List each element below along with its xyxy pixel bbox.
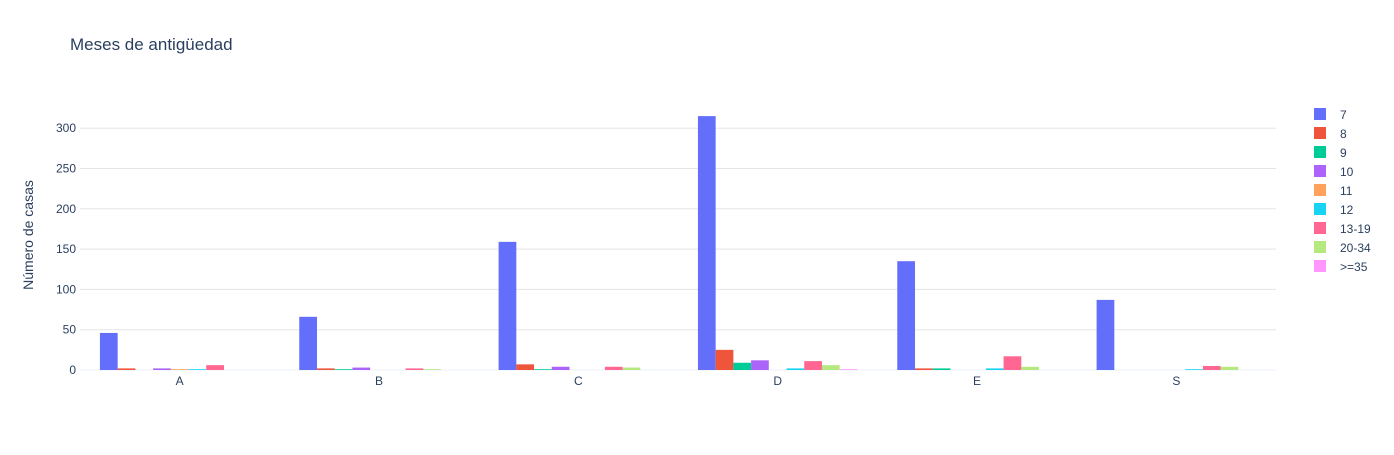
legend-swatch (1314, 241, 1326, 253)
y-axis-ticks: 0 50 100 150 200 250 300 (56, 121, 76, 377)
legend-item[interactable]: 11 (1314, 184, 1353, 198)
legend-label: 12 (1340, 203, 1354, 217)
bar[interactable] (299, 316, 317, 370)
legend-swatch (1314, 165, 1326, 177)
legend-item[interactable]: 7 (1314, 108, 1347, 122)
bar[interactable] (1220, 366, 1239, 370)
x-tick-label: C (574, 374, 583, 388)
legend-item[interactable]: 13-19 (1314, 222, 1371, 236)
bar[interactable] (405, 368, 424, 370)
legend-swatch (1314, 260, 1326, 272)
legend-item[interactable]: 12 (1314, 203, 1354, 217)
chart-title: Meses de antigüedad (70, 35, 233, 54)
bars (99, 116, 1239, 370)
legend-label: 8 (1340, 127, 1347, 141)
legend-label: >=35 (1340, 260, 1368, 274)
legend-label: 10 (1340, 165, 1354, 179)
legend-item[interactable]: 8 (1314, 127, 1347, 141)
legend-swatch (1314, 222, 1326, 234)
bar[interactable] (733, 362, 752, 370)
bar[interactable] (839, 369, 858, 370)
bar[interactable] (206, 365, 224, 370)
legend-label: 9 (1340, 146, 1347, 160)
y-tick-label: 250 (56, 162, 76, 176)
bar[interactable] (751, 360, 769, 370)
legend-swatch (1314, 203, 1326, 215)
legend-label: 13-19 (1340, 222, 1371, 236)
y-tick-label: 200 (56, 202, 76, 216)
bar[interactable] (117, 368, 136, 370)
legend-swatch (1314, 108, 1326, 120)
bar[interactable] (516, 364, 535, 370)
bar[interactable] (804, 361, 822, 370)
bar[interactable] (1202, 365, 1221, 370)
x-tick-label: A (176, 374, 184, 388)
x-tick-label: E (973, 374, 981, 388)
x-tick-label: S (1172, 374, 1180, 388)
legend-label: 7 (1340, 108, 1347, 122)
y-tick-label: 150 (56, 242, 76, 256)
bar[interactable] (534, 369, 552, 370)
legend-item[interactable]: 20-34 (1314, 241, 1371, 255)
bar[interactable] (1096, 299, 1115, 370)
bar[interactable] (99, 332, 118, 370)
bar[interactable] (985, 368, 1004, 370)
y-tick-label: 100 (56, 282, 76, 296)
legend-swatch (1314, 184, 1326, 196)
legend-label: 20-34 (1340, 241, 1371, 255)
bar[interactable] (604, 366, 623, 370)
bar[interactable] (697, 116, 716, 370)
bar[interactable] (914, 368, 933, 370)
bar[interactable] (423, 369, 442, 370)
y-tick-label: 50 (63, 323, 77, 337)
bar[interactable] (715, 349, 734, 370)
legend-item[interactable]: 10 (1314, 165, 1354, 179)
bar[interactable] (188, 369, 207, 370)
y-tick-label: 300 (56, 121, 76, 135)
bar[interactable] (334, 369, 353, 370)
legend-item[interactable]: 9 (1314, 146, 1347, 160)
bar[interactable] (352, 367, 371, 370)
x-tick-label: B (375, 374, 383, 388)
bar[interactable] (1185, 369, 1203, 370)
bar[interactable] (316, 368, 335, 370)
legend[interactable]: 7 8 9 10 11 12 13-19 20-34 >=35 (1314, 108, 1371, 274)
x-tick-label: D (773, 374, 782, 388)
bar[interactable] (498, 241, 517, 370)
bar[interactable] (153, 368, 171, 370)
legend-swatch (1314, 146, 1326, 158)
grid (80, 127, 1276, 371)
legend-item[interactable]: >=35 (1314, 260, 1368, 274)
y-tick-label: 0 (69, 363, 76, 377)
bar[interactable] (786, 368, 805, 370)
legend-label: 11 (1340, 184, 1353, 198)
bar[interactable] (622, 367, 641, 370)
bar[interactable] (932, 368, 951, 370)
bar[interactable] (170, 369, 189, 370)
legend-swatch (1314, 127, 1326, 139)
bar[interactable] (821, 365, 840, 370)
bar[interactable] (1003, 356, 1022, 370)
y-axis-label: Número de casas (20, 180, 36, 290)
bar[interactable] (1021, 366, 1040, 370)
bar[interactable] (551, 366, 570, 370)
bar[interactable] (897, 261, 915, 370)
